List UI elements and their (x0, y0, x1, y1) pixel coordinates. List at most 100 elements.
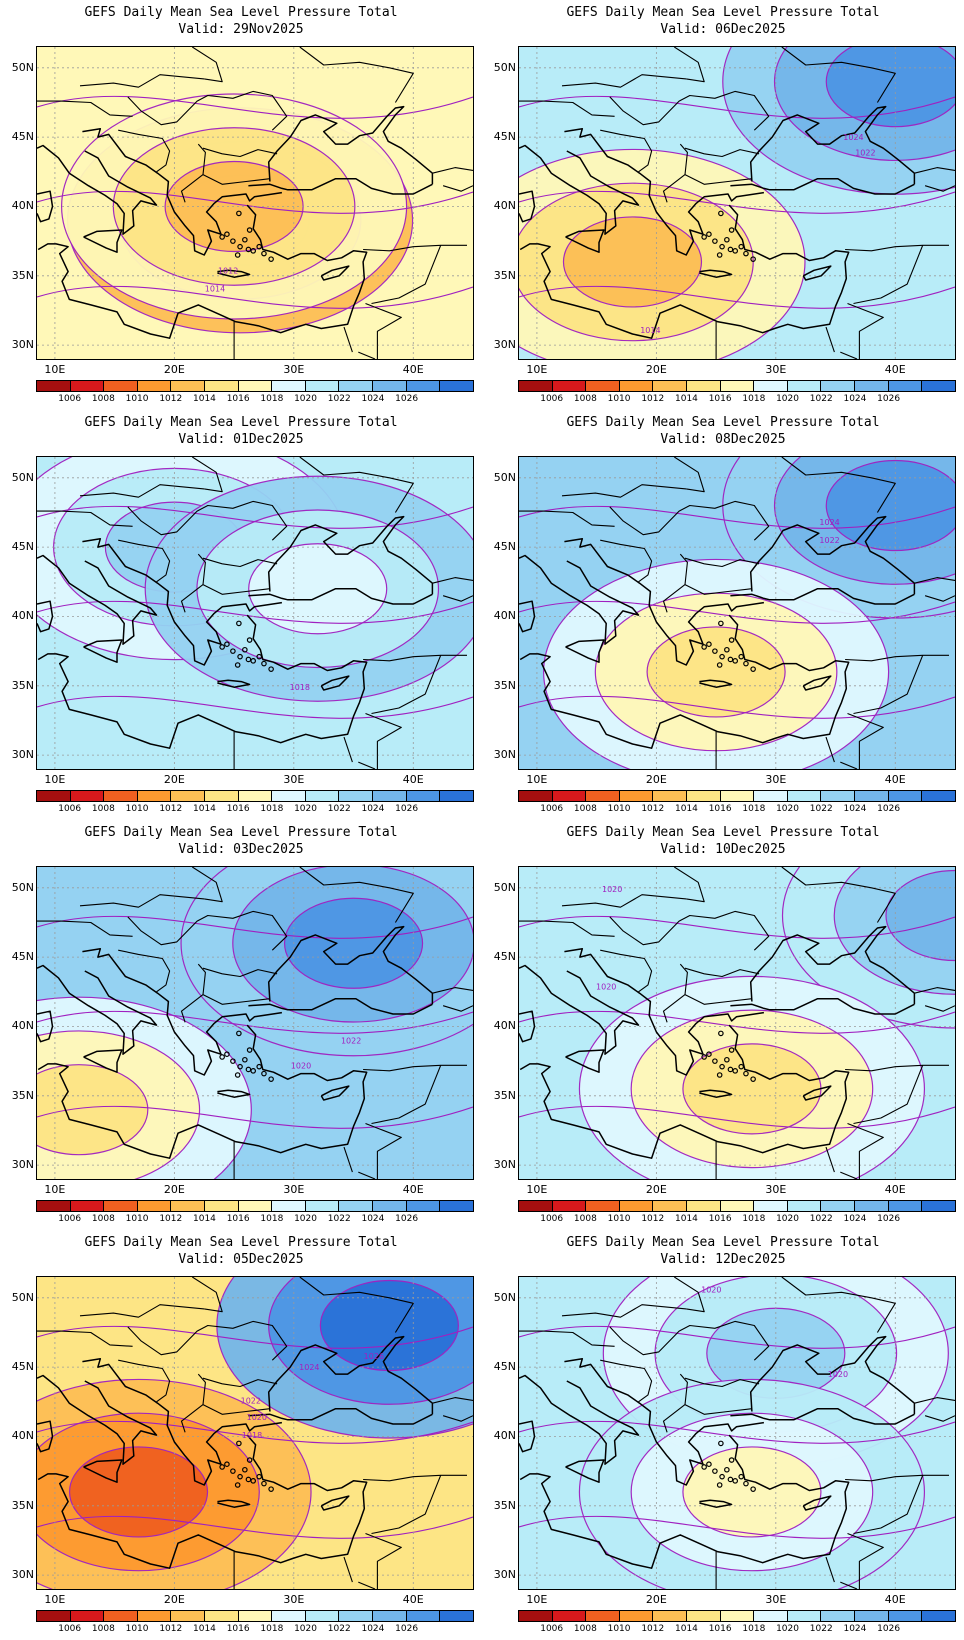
latitude-label: 35N (493, 1088, 516, 1102)
pressure-map-svg: 1012 1014 (37, 47, 473, 359)
coastline (519, 190, 536, 223)
high-pressure-area (885, 869, 955, 962)
colorbar-label: 1008 (91, 394, 115, 404)
colorbar-swatch (103, 1201, 137, 1211)
coastline (217, 269, 251, 278)
country-border (825, 736, 835, 763)
colorbar-swatch (439, 381, 473, 391)
colorbar-label: 1008 (91, 1624, 115, 1634)
coastline (217, 679, 251, 688)
island (246, 1457, 253, 1463)
country-border (914, 1397, 955, 1404)
map-panel: GEFS Daily Mean Sea Level Pressure Total… (0, 410, 482, 820)
country-border (432, 167, 473, 174)
pressure-map: 1024 1022 (518, 456, 956, 770)
island (743, 250, 749, 257)
colorbar-swatch (338, 791, 373, 801)
contour-label: 1020 (596, 982, 616, 991)
country-border (180, 553, 206, 613)
country-border (825, 1146, 835, 1173)
colorbar-label: 1024 (843, 804, 867, 814)
island (738, 243, 744, 250)
country-border (432, 987, 473, 994)
country-border (674, 457, 705, 493)
country-border (609, 500, 770, 541)
country-border (442, 595, 473, 602)
colorbar-label: 1006 (58, 394, 82, 404)
country-border (845, 1474, 949, 1482)
coastline (37, 1374, 158, 1465)
longitude-label: 40E (402, 1183, 424, 1196)
coastline (802, 265, 832, 281)
coastline (699, 269, 733, 278)
isobar-line (519, 1325, 955, 1349)
colorbar-label: 1012 (159, 1214, 183, 1224)
colorbar-label: 1010 (125, 394, 149, 404)
contour-label: 1022 (341, 1036, 361, 1045)
colorbar-swatch (271, 1201, 305, 1211)
isobar-line (37, 1420, 473, 1444)
panel-title: GEFS Daily Mean Sea Level Pressure Total (566, 415, 880, 430)
island (738, 653, 744, 660)
colorbar-label: 1018 (260, 1624, 284, 1634)
latitude-label: 40N (493, 609, 516, 623)
country-border (127, 90, 288, 131)
colorbar-label: 1012 (641, 1624, 665, 1634)
map-panel: GEFS Daily Mean Sea Level Pressure Total… (0, 820, 482, 1230)
contour-label: 1022 (819, 536, 839, 545)
country-border (853, 655, 924, 715)
colorbar-swatch (854, 791, 888, 801)
contour-label: 1024 (819, 518, 839, 527)
isobar-line (37, 695, 473, 719)
coastline (699, 679, 733, 688)
latitude-label: 35N (493, 268, 516, 282)
island (724, 1466, 730, 1473)
country-border (299, 1277, 414, 1333)
country-border (363, 654, 467, 662)
longitude-label: 30E (765, 363, 787, 376)
isobar-line (519, 915, 955, 939)
island (268, 256, 274, 262)
island (706, 641, 712, 648)
island (230, 1058, 236, 1064)
coastline (37, 964, 158, 1055)
island (236, 1440, 242, 1447)
colorbar-label: 1026 (877, 394, 901, 404)
colorbar-swatch (585, 791, 619, 801)
colorbar (36, 380, 474, 392)
colorbar-swatch (618, 381, 653, 391)
coastline (564, 1358, 765, 1486)
colorbar-label: 1012 (159, 1624, 183, 1634)
longitude-label: 10E (526, 363, 548, 376)
island (224, 1051, 230, 1058)
colorbar-swatch (271, 1611, 305, 1621)
colorbar-swatch (820, 381, 855, 391)
colorbar-swatch (921, 1611, 955, 1621)
coastline (248, 1407, 433, 1425)
coastline (730, 177, 915, 195)
coastline (749, 1335, 916, 1415)
colorbar-label: 1026 (395, 1214, 419, 1224)
colorbar-swatch (136, 381, 171, 391)
colorbar-swatch (304, 1201, 339, 1211)
country-border (914, 577, 955, 584)
isobar-line (37, 95, 473, 119)
colorbar-label: 1024 (843, 394, 867, 404)
island (256, 1473, 262, 1480)
country-border (202, 1377, 278, 1388)
coastline (519, 1434, 850, 1569)
colorbar-label: 1024 (843, 1624, 867, 1634)
low-pressure-area (682, 1446, 822, 1538)
colorbar-swatch (585, 1611, 619, 1621)
colorbar-label: 1012 (641, 1214, 665, 1224)
country-border (37, 510, 133, 527)
latitude-label: 45N (11, 1360, 34, 1374)
coastline (83, 229, 123, 253)
contour-label: 1024 (843, 133, 863, 142)
island (230, 1468, 236, 1474)
island (237, 653, 243, 660)
coastline (564, 948, 765, 1076)
isobar-line (37, 915, 473, 939)
coastline (320, 1495, 350, 1511)
contour-label: 1020 (828, 1370, 848, 1379)
